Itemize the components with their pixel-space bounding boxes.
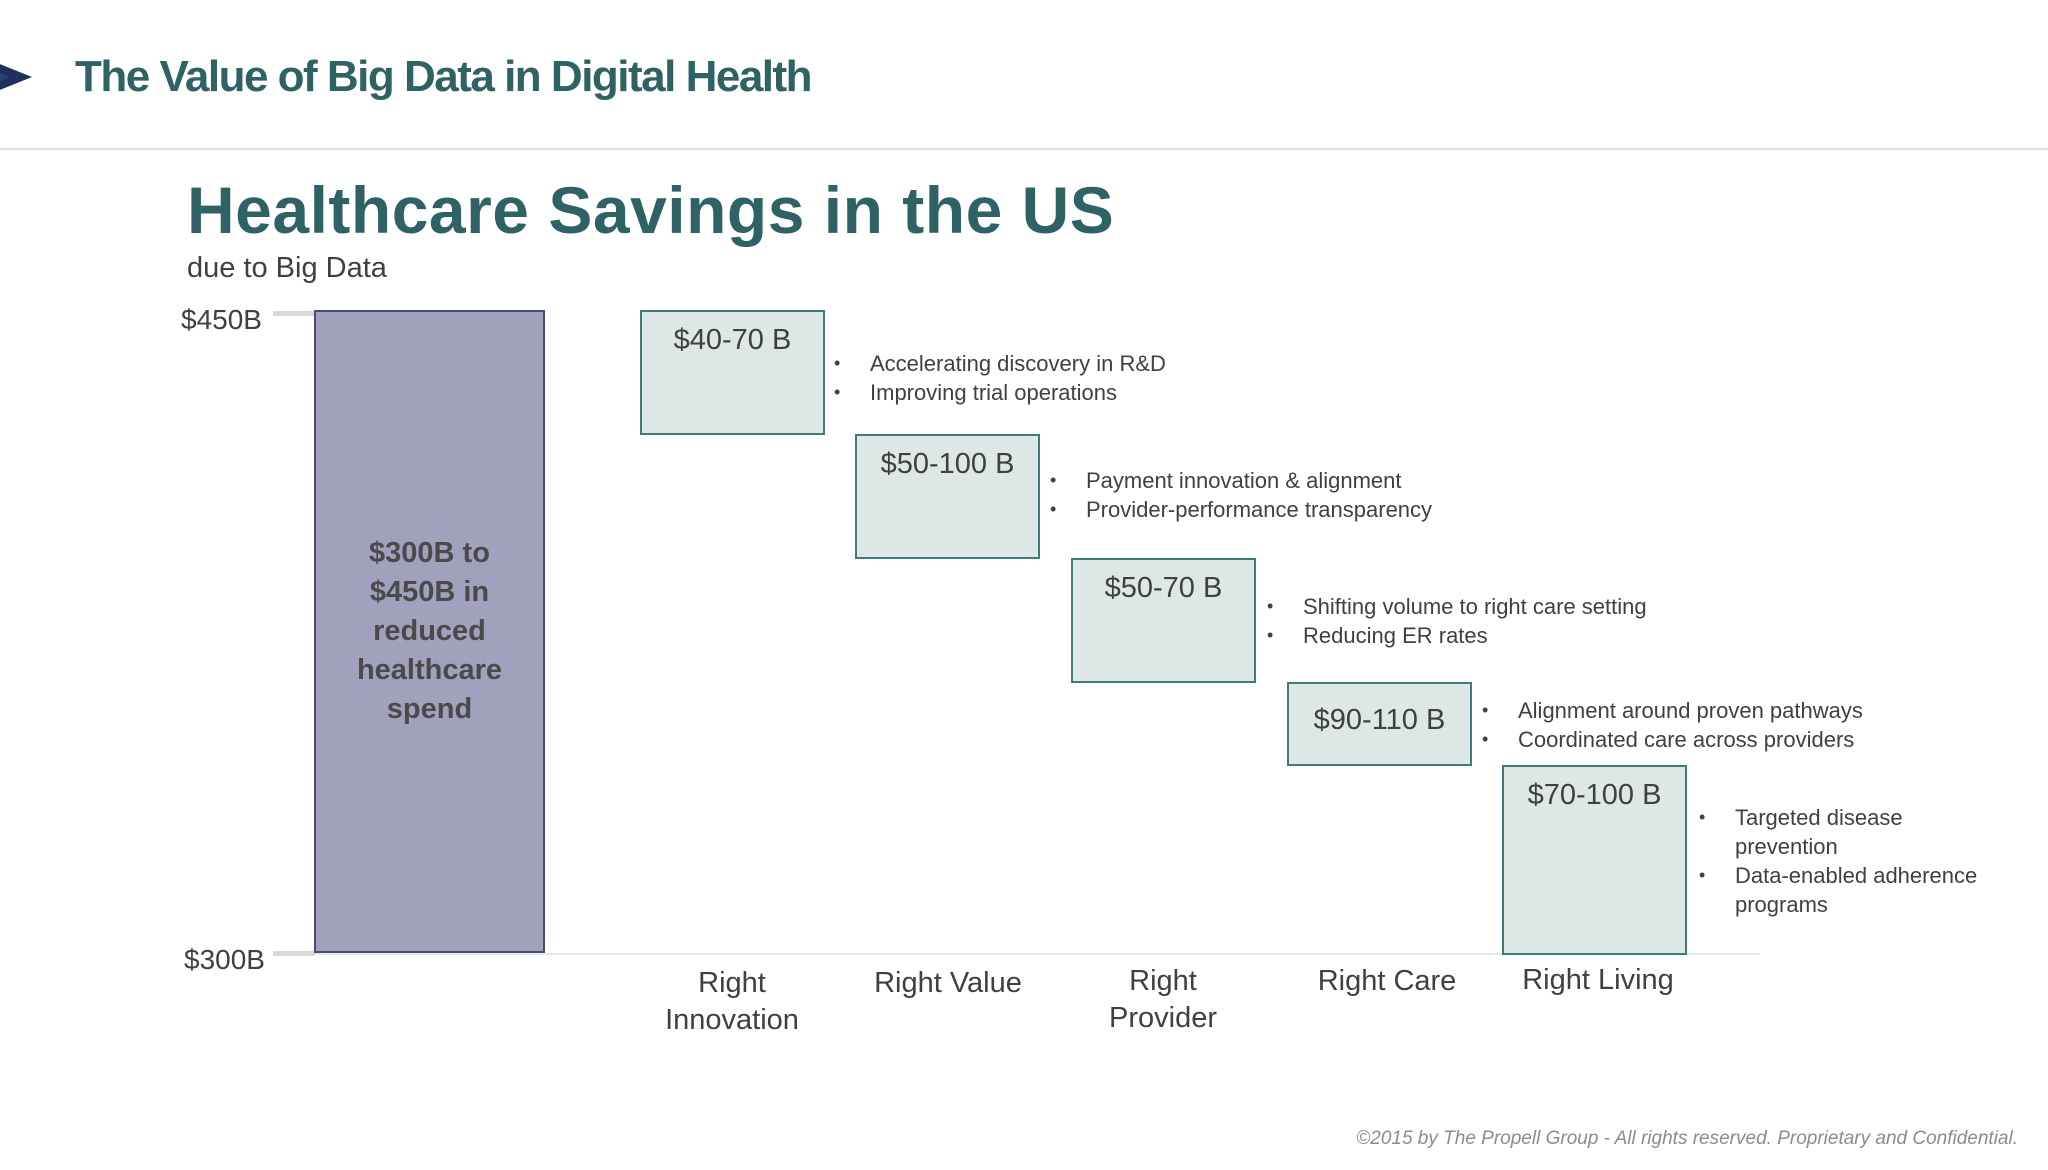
segment-bullets-right-value: Payment innovation & alignment Provider-… — [1050, 466, 1432, 524]
segment-bar-right-provider: $50-70 B — [1071, 558, 1256, 683]
bullet-item: Reducing ER rates — [1267, 621, 1647, 650]
segment-bar-right-living: $70-100 B — [1502, 765, 1687, 955]
segment-bullets-right-living: Targeted disease prevention Data-enabled… — [1699, 803, 1989, 919]
bullet-item: Shifting volume to right care setting — [1267, 592, 1647, 621]
bullet-item: Improving trial operations — [834, 378, 1166, 407]
segment-bar-right-care: $90-110 B — [1287, 682, 1472, 766]
segment-bullets-right-care: Alignment around proven pathways Coordin… — [1482, 696, 1863, 754]
bullet-item: Targeted disease prevention — [1699, 803, 1989, 861]
total-savings-bar: $300B to $450B in reduced healthcare spe… — [314, 310, 545, 953]
chart-title: Healthcare Savings in the US — [187, 173, 1115, 247]
total-savings-label: $300B to $450B in reduced healthcare spe… — [356, 537, 503, 725]
segment-bullets-right-provider: Shifting volume to right care setting Re… — [1267, 592, 1647, 650]
bullet-item: Alignment around proven pathways — [1482, 696, 1863, 725]
x-axis-baseline — [315, 953, 1760, 955]
segment-value-label: $50-100 B — [880, 448, 1015, 480]
header-title: The Value of Big Data in Digital Health — [75, 52, 813, 101]
category-label-right-innovation: Right Innovation — [665, 967, 799, 1036]
bullet-item: Provider-performance transparency — [1050, 495, 1432, 524]
category-label-right-care: Right Care — [1317, 965, 1457, 997]
bullet-item: Coordinated care across providers — [1482, 725, 1863, 754]
chart-subtitle: due to Big Data — [187, 252, 387, 284]
category-label-right-value: Right Value — [874, 967, 1022, 999]
segment-value-label: $40-70 B — [673, 324, 792, 356]
bullet-item: Payment innovation & alignment — [1050, 466, 1432, 495]
y-tick-max — [273, 311, 315, 316]
category-label-right-provider: Right Provider — [1109, 965, 1217, 1034]
bullet-item: Accelerating discovery in R&D — [834, 349, 1166, 378]
segment-value-label: $90-110 B — [1313, 704, 1446, 736]
bullet-item: Data-enabled adherence programs — [1699, 861, 1989, 919]
y-tick-min — [273, 951, 315, 956]
y-tick-label-min: $300B — [184, 944, 265, 975]
segment-bar-right-value: $50-100 B — [855, 434, 1040, 559]
footer-copyright: ©2015 by The Propell Group - All rights … — [1356, 1128, 2018, 1149]
segment-bullets-right-innovation: Accelerating discovery in R&D Improving … — [834, 349, 1166, 407]
header-divider — [0, 148, 2048, 150]
segment-value-label: $50-70 B — [1104, 572, 1223, 604]
chevron-right-icon — [0, 64, 32, 90]
y-tick-label-max: $450B — [181, 304, 262, 335]
segment-bar-right-innovation: $40-70 B — [640, 310, 825, 435]
category-label-right-living: Right Living — [1522, 964, 1674, 996]
segment-value-label: $70-100 B — [1527, 779, 1662, 811]
